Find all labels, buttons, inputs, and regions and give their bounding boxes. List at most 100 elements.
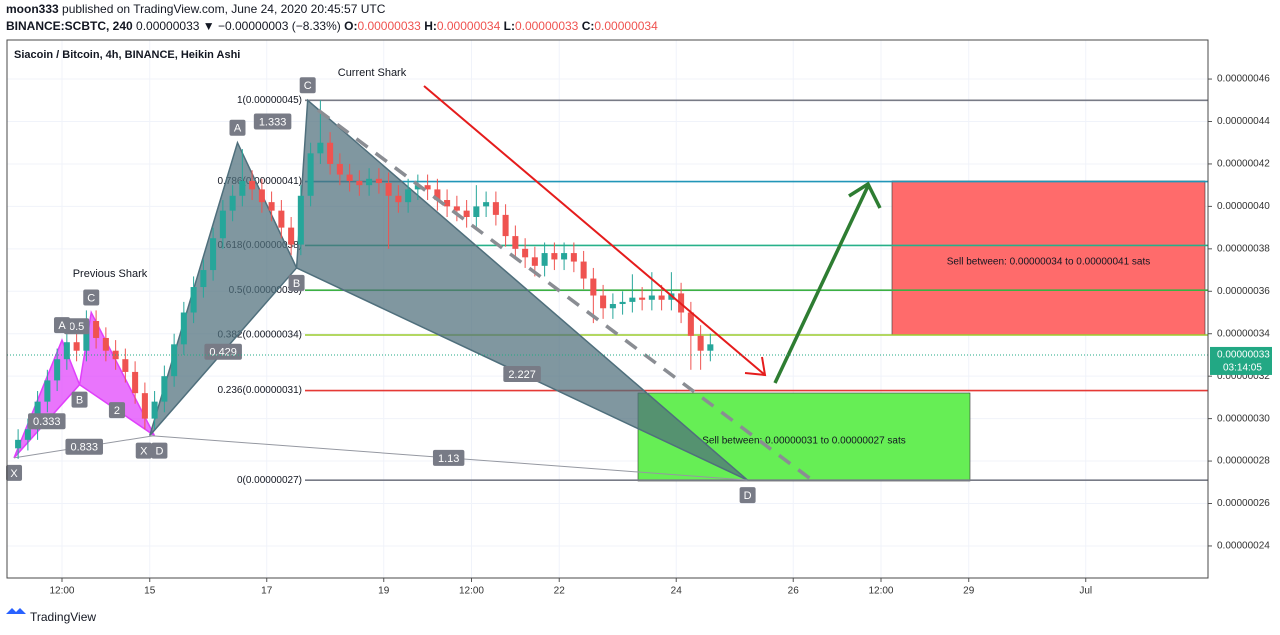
ratio-label: 0.429	[209, 347, 237, 359]
candle-body	[453, 206, 460, 211]
pattern-labels: 0.333 0.5 2 0.833 X A B C D 0.429 1.333 2.227 1.13 X A…	[6, 67, 882, 504]
ohlc-key: O:	[344, 19, 357, 33]
candle-body	[463, 210, 470, 217]
symbol: BINANCE:SCBTC, 240	[6, 19, 133, 33]
ratio-label-bg	[65, 438, 103, 455]
ratio-label: 0.833	[70, 442, 98, 454]
ratio-label: 2	[114, 405, 120, 417]
x-tick-label: 15	[144, 586, 156, 597]
point-label-bg	[739, 487, 756, 504]
last-price-label: 0.00000033	[1217, 350, 1270, 361]
candle-body	[307, 153, 314, 196]
candle-body	[141, 393, 148, 419]
point-label: C	[304, 80, 312, 92]
footer: TradingView	[6, 608, 96, 624]
ratio-label-bg	[28, 413, 66, 430]
y-tick-label: 0.00000036	[1217, 286, 1270, 297]
candle-body	[93, 320, 100, 338]
point-label-bg	[53, 317, 70, 334]
sell-box-label: Sell between: 0.00000034 to 0.00000041 s…	[947, 257, 1151, 268]
candle-body	[609, 304, 616, 309]
ohlc-value: 0.00000033	[357, 19, 421, 33]
y-tick-label: 0.00000030	[1217, 413, 1270, 424]
fib-label: 1(0.00000045)	[237, 95, 302, 106]
ratio-label-bg	[503, 366, 541, 383]
candle-body	[356, 180, 363, 186]
candle-body	[629, 297, 636, 302]
candle-body	[219, 210, 226, 239]
change: ▼ −0.00000003 (−8.33%)	[203, 19, 341, 33]
candle-body	[63, 342, 70, 360]
candle-body	[551, 253, 558, 260]
candle-body	[210, 238, 217, 271]
candle-body	[648, 295, 655, 300]
candle-body	[24, 429, 31, 440]
ohlc-key: H:	[424, 19, 437, 33]
green-arrow	[773, 185, 870, 384]
x-tick-label: 22	[554, 586, 566, 597]
candle-body	[570, 253, 577, 262]
x-tick-label: 29	[963, 586, 975, 597]
x-tick-label: Jul	[1079, 586, 1092, 597]
sell-box	[891, 180, 1206, 336]
ratio-label-bg	[63, 318, 90, 335]
candle-body	[590, 278, 597, 296]
candle-body	[151, 401, 158, 419]
candle-body	[268, 202, 275, 211]
x-tick-label: 12:00	[459, 586, 484, 597]
candle-body	[200, 270, 207, 288]
y-tick-label: 0.00000046	[1217, 74, 1270, 85]
candle-body	[161, 376, 168, 402]
candle-body	[297, 195, 304, 245]
candle-body	[580, 261, 587, 279]
ratio-label: 1.13	[438, 453, 459, 465]
ratio-label-bg	[432, 449, 465, 466]
point-label: D	[744, 490, 752, 502]
pattern-title: Previous Shark	[73, 268, 148, 280]
x-tick-label: 17	[261, 586, 273, 597]
candle-body	[44, 380, 51, 402]
last-price-box	[1210, 346, 1272, 375]
candle-body	[278, 210, 285, 228]
sell-box-label: Sell between: 0.00000031 to 0.00000027 s…	[702, 436, 906, 447]
projection-line	[316, 108, 814, 482]
point-label-bg	[229, 119, 246, 136]
candle-body	[171, 344, 178, 377]
ohlc-key: L:	[504, 19, 515, 33]
candle-body	[83, 320, 90, 351]
candle-body	[366, 178, 373, 186]
candle-body	[317, 142, 324, 154]
candle-body	[697, 335, 704, 351]
y-tick-label: 0.00000026	[1217, 498, 1270, 509]
candle-body	[512, 236, 519, 249]
ohlc-value: 0.00000034	[437, 19, 501, 33]
point-label-bg	[83, 289, 100, 306]
candle-body	[687, 312, 694, 336]
point-label-bg	[135, 442, 152, 459]
ratio-label: 0.333	[33, 416, 61, 428]
x-tick-label: 26	[788, 586, 800, 597]
candle-body	[288, 227, 295, 245]
candle-body	[122, 359, 129, 372]
brand: TradingView	[30, 610, 96, 624]
candle-body	[483, 202, 490, 207]
y-tick-label: 0.00000038	[1217, 243, 1270, 254]
pattern-title: Current Shark	[338, 67, 407, 79]
x-tick-label: 19	[378, 586, 390, 597]
point-label: D	[155, 446, 163, 458]
candle-body	[600, 295, 607, 309]
plot-border	[6, 39, 1209, 579]
candle-body	[561, 253, 568, 260]
point-label-bg	[71, 391, 88, 408]
ratio-label-bg	[204, 343, 242, 360]
red-arrow	[423, 85, 766, 376]
ohlc-key: C:	[582, 19, 595, 33]
ratio-label: 1.333	[259, 116, 287, 128]
point-label: B	[293, 278, 300, 290]
point-label-bg	[6, 464, 23, 481]
ratio-label: 0.5	[69, 321, 84, 333]
candle-body	[502, 214, 509, 237]
candle-body	[541, 253, 548, 266]
candle-body	[336, 163, 343, 175]
